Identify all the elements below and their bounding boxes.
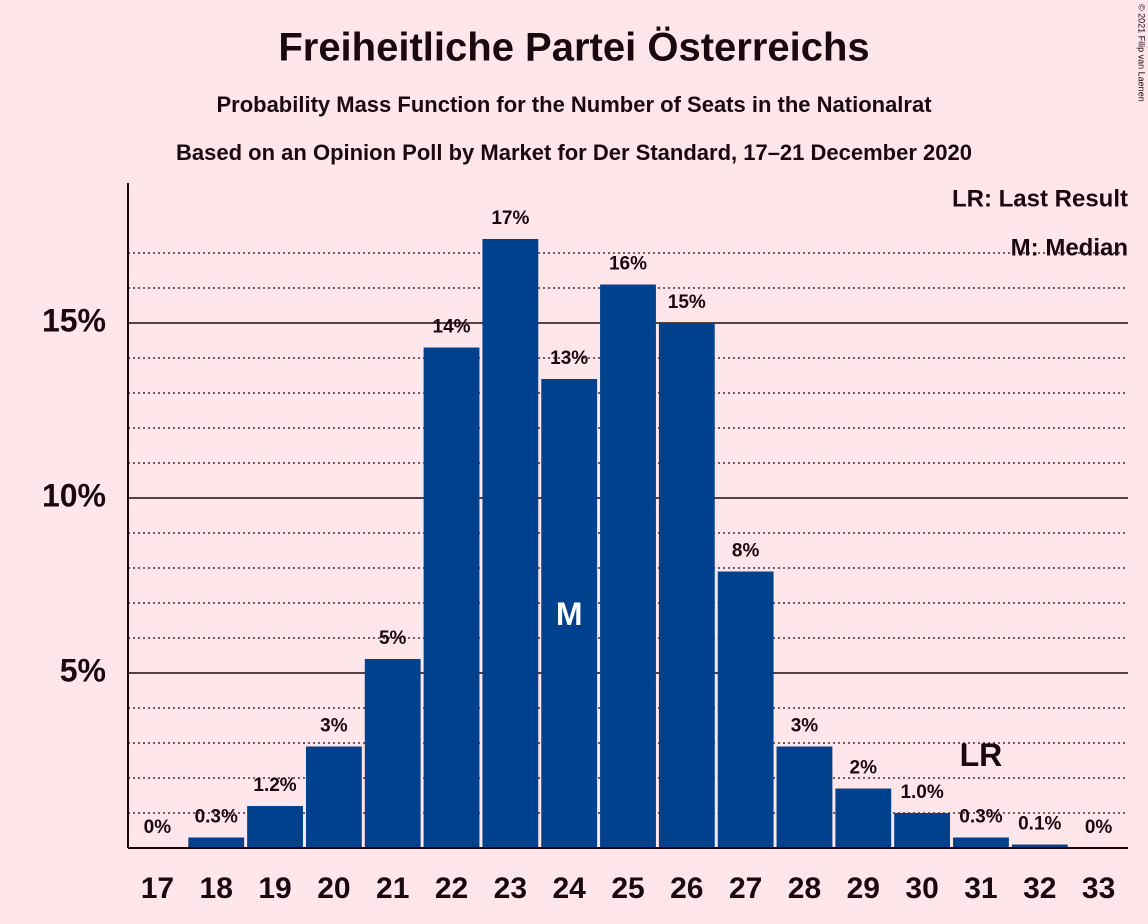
x-tick-label: 28 [788,872,821,905]
x-tick-label: 33 [1082,872,1115,905]
bar [364,659,421,848]
value-label: 1.0% [900,782,943,803]
x-tick-label: 21 [376,872,409,905]
value-label: 15% [668,292,706,313]
value-label: 3% [320,716,348,737]
copyright: © 2021 Filip van Laenen [1137,4,1147,102]
value-label: 0.3% [959,807,1002,828]
x-tick-label: 24 [552,872,586,905]
x-tick-label: 22 [435,872,468,905]
bar [835,788,892,848]
value-label: 1.2% [253,775,296,796]
legend-text: LR: Last Result [952,185,1128,212]
x-tick-label: 26 [670,872,703,905]
bar [1011,844,1068,848]
x-tick-label: 23 [494,872,527,905]
x-tick-label: 32 [1023,872,1056,905]
value-label: 14% [433,317,471,338]
value-label: 17% [491,208,529,229]
bar [953,837,1009,848]
y-tick-label: 10% [42,477,106,513]
value-label: 13% [550,348,588,369]
x-tick-label: 31 [964,872,997,905]
legend-text: M: Median [1011,234,1128,261]
chart-title: Freiheitliche Partei Österreichs [278,25,869,70]
bar [247,806,303,848]
value-label: 0.3% [195,807,238,828]
value-label: 0% [1085,817,1113,838]
x-tick-label: 27 [729,872,762,905]
value-label: 0% [144,817,172,838]
chart-subtitle: Probability Mass Function for the Number… [216,92,932,117]
y-tick-label: 5% [60,652,106,688]
x-tick-label: 18 [200,872,233,905]
x-tick-label: 17 [141,872,174,905]
x-tick-label: 30 [905,872,938,905]
y-tick-label: 15% [42,302,106,338]
bar [541,379,598,848]
x-tick-label: 25 [611,872,644,905]
bar [482,239,539,848]
value-label: 8% [732,541,760,562]
bar [305,746,362,848]
value-label: 2% [850,758,878,779]
chart-subtitle: Based on an Opinion Poll by Market for D… [176,140,972,165]
x-tick-label: 29 [847,872,880,905]
value-label: 0.1% [1018,814,1061,835]
bar [717,571,774,848]
bar [423,347,480,848]
bar [894,813,951,848]
value-label: 5% [379,628,407,649]
bar [600,284,656,848]
bar [188,837,245,848]
value-label: 16% [609,254,647,275]
annotation: M [556,596,583,632]
value-label: 3% [791,716,819,737]
x-tick-label: 19 [258,872,291,905]
annotation: LR [960,737,1003,773]
x-tick-label: 20 [317,872,350,905]
bar [776,746,833,848]
bar [658,323,715,848]
